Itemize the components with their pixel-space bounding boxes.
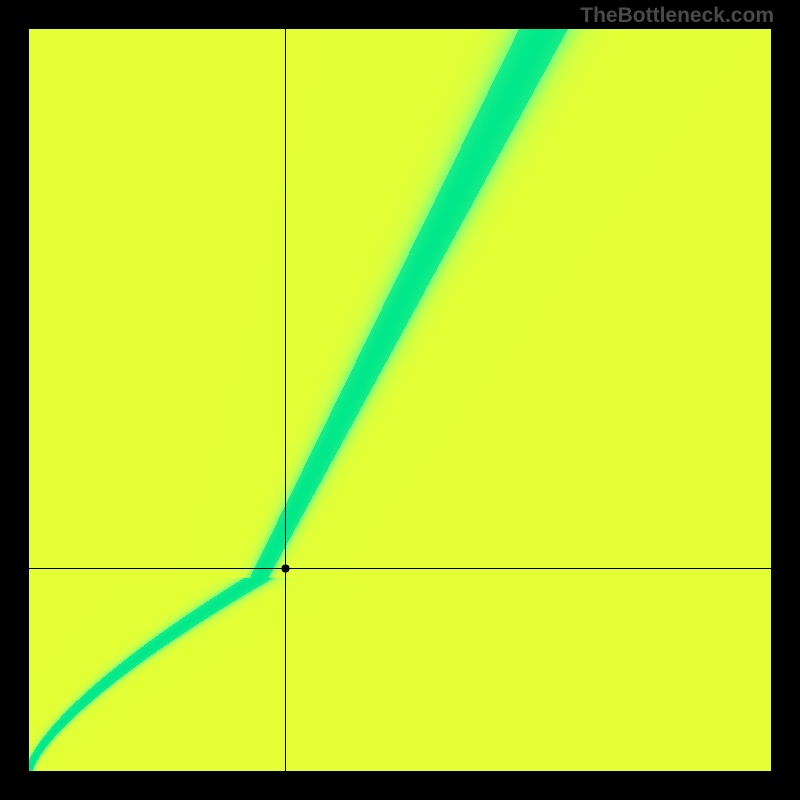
heatmap-canvas (29, 29, 771, 771)
watermark-text: TheBottleneck.com (580, 4, 774, 28)
chart-container: TheBottleneck.com (0, 0, 800, 800)
heatmap-plot (29, 29, 771, 771)
